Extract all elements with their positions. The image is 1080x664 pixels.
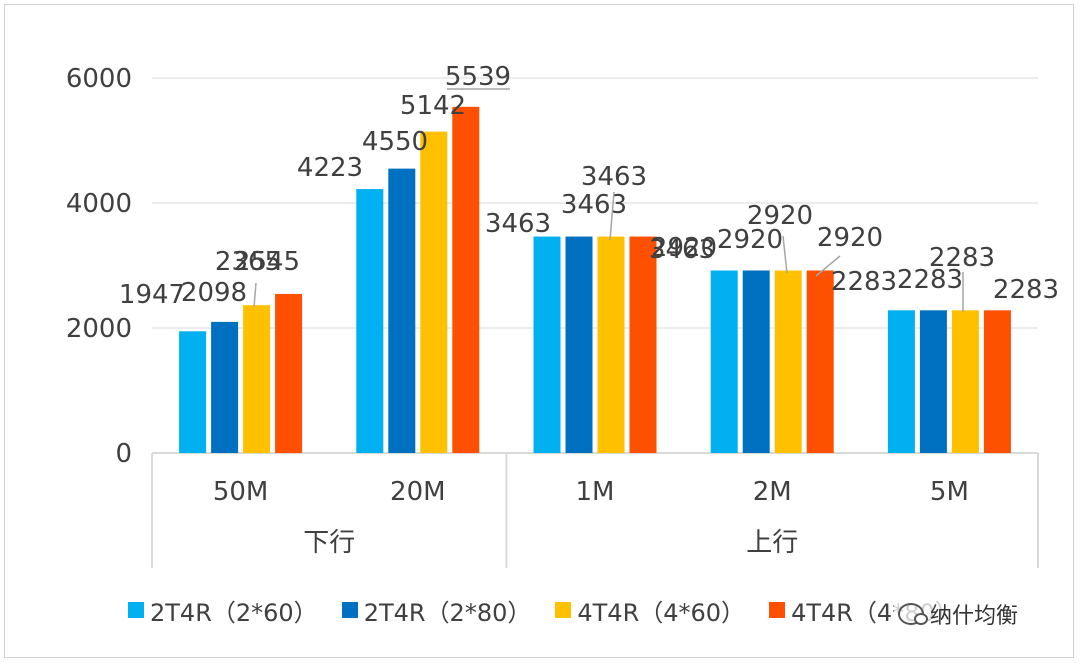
data-label: 3463 <box>485 209 551 239</box>
y-tick-label: 6000 <box>66 64 132 94</box>
data-label: 2365 <box>215 247 281 277</box>
leader-line <box>815 255 841 277</box>
bar <box>420 131 448 453</box>
y-tick-label: 2000 <box>66 314 132 344</box>
x-tick-label: 5M <box>930 477 969 507</box>
legend-item: 2T4R（2*60） <box>128 593 318 628</box>
data-label: 2920 <box>717 225 783 255</box>
bar <box>710 270 738 453</box>
data-label: 3463 <box>581 162 647 192</box>
x-tick-label: 1M <box>576 477 615 507</box>
legend-label: 2T4R（2*60） <box>150 598 318 627</box>
bar <box>919 310 947 453</box>
bar <box>388 168 416 453</box>
bar <box>275 293 303 453</box>
bar <box>887 310 915 453</box>
data-label: 5142 <box>400 91 466 121</box>
data-label: 2283 <box>929 243 995 273</box>
data-label: 4223 <box>297 153 363 183</box>
legend-swatch <box>128 602 144 618</box>
data-label: 2283 <box>831 267 897 297</box>
x-tick-label: 20M <box>390 477 446 507</box>
data-label: 3463 <box>561 190 627 220</box>
data-label: 2283 <box>897 265 963 295</box>
bar <box>452 106 480 453</box>
group-label: 下行 <box>303 528 355 558</box>
leader-line <box>782 235 788 274</box>
data-label: 2098 <box>181 278 247 308</box>
bar <box>597 236 625 453</box>
legend-item: 4T4R（4*60） <box>555 593 745 628</box>
data-label: 3463 <box>649 235 715 265</box>
group-label: 上行 <box>746 528 798 558</box>
bar <box>806 270 834 453</box>
bar <box>774 270 802 453</box>
legend-swatch <box>769 602 786 618</box>
leader-line <box>253 282 257 308</box>
legend-label: 4T4R（4*60） <box>577 598 746 627</box>
legend-item: 2T4R（2*80） <box>341 593 532 628</box>
x-tick-label: 50M <box>213 477 269 507</box>
bar <box>983 310 1011 453</box>
bar <box>179 331 207 453</box>
data-label: 4550 <box>362 127 428 157</box>
bar <box>211 321 239 453</box>
watermark: 纳什均衡 <box>894 598 1023 630</box>
legend-label: 2T4R（2*80） <box>363 598 532 627</box>
wechat-icon <box>898 603 928 625</box>
x-tick-label: 2M <box>753 477 792 507</box>
y-tick-label: 0 <box>115 439 132 469</box>
y-tick-label: 4000 <box>66 189 132 219</box>
watermark-text: 纳什均衡 <box>930 604 1019 629</box>
data-label: 2920 <box>747 201 813 231</box>
bar <box>243 305 271 453</box>
data-label: 1947 <box>119 280 185 310</box>
data-label: 2283 <box>993 275 1059 305</box>
data-label: 2920 <box>651 233 717 263</box>
bar <box>951 310 979 453</box>
data-label: 2545 <box>234 247 300 277</box>
data-label: 5539 <box>445 62 511 92</box>
legend-swatch <box>341 602 358 618</box>
bar <box>629 236 657 453</box>
bar <box>356 189 384 453</box>
leader-line <box>609 191 615 241</box>
data-label: 2920 <box>817 223 883 253</box>
bar <box>565 236 593 453</box>
legend: 2T4R（2*60） 2T4R（2*80） 4T4R（4*60） 4T4R（4*… <box>128 592 983 628</box>
bar <box>742 270 770 453</box>
bar <box>533 236 561 453</box>
legend-swatch <box>555 602 572 618</box>
